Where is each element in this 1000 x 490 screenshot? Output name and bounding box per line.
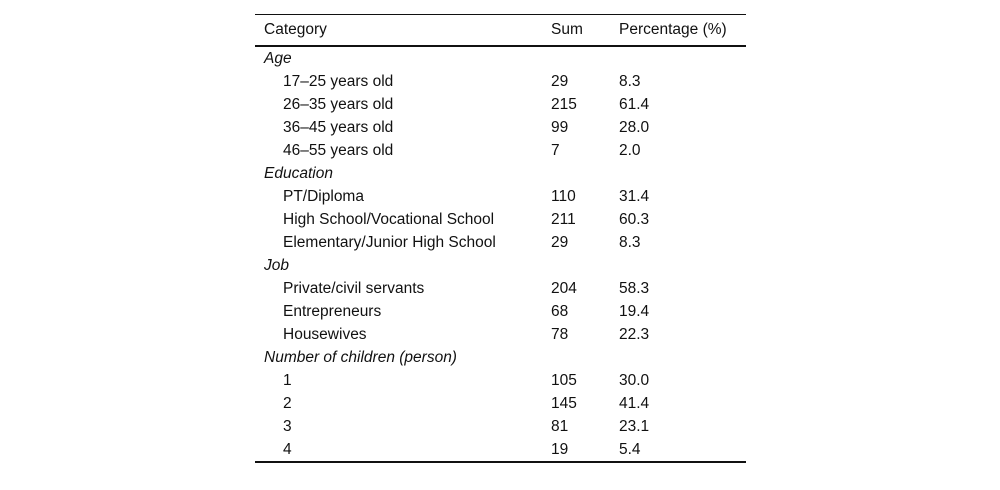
sum-cell: 211 (551, 211, 576, 228)
percentage-cell: 31.4 (619, 188, 650, 205)
section-label: Age (264, 50, 292, 67)
column-header-category: Category (255, 14, 551, 47)
demographics-table-container: Category Sum Percentage (%) Age 17–25 ye… (255, 14, 746, 463)
section-label: Number of children (person) (264, 349, 457, 366)
percentage-cell: 28.0 (619, 119, 650, 136)
percentage-cell (619, 46, 746, 70)
category-cell: High School/Vocational School (283, 211, 495, 228)
category-cell: 17–25 years old (283, 73, 394, 90)
table-row: 3 81 23.1 (255, 415, 746, 438)
demographics-table: Category Sum Percentage (%) Age 17–25 ye… (255, 14, 746, 463)
category-cell: 46–55 years old (283, 142, 394, 159)
table-row: 17–25 years old 29 8.3 (255, 70, 746, 93)
category-cell: 1 (283, 372, 292, 389)
column-header-sum: Sum (551, 14, 619, 47)
percentage-cell: 8.3 (619, 234, 641, 251)
category-cell: 4 (255, 438, 551, 463)
section-label: Job (264, 257, 289, 274)
sum-cell: 215 (551, 96, 577, 113)
section-row-children: Number of children (person) (255, 346, 746, 369)
column-header-percentage: Percentage (%) (619, 14, 746, 47)
section-label: Education (264, 165, 333, 182)
sum-cell: 81 (551, 418, 569, 435)
sum-cell: 110 (551, 188, 576, 205)
section-row-education: Education (255, 162, 746, 185)
sum-cell: 99 (551, 119, 569, 136)
percentage-cell: 30.0 (619, 372, 650, 389)
table-row: Elementary/Junior High School 29 8.3 (255, 231, 746, 254)
percentage-cell: 8.3 (619, 73, 641, 90)
sum-cell: 105 (551, 372, 577, 389)
category-cell: Entrepreneurs (283, 303, 382, 320)
sum-cell: 68 (551, 303, 569, 320)
category-cell: Housewives (283, 326, 367, 343)
sum-cell: 145 (551, 395, 577, 412)
table-row: 36–45 years old 99 28.0 (255, 116, 746, 139)
sum-cell (551, 254, 619, 277)
table-header-row: Category Sum Percentage (%) (255, 14, 746, 47)
section-row-age: Age (255, 46, 746, 70)
sum-cell: 78 (551, 326, 569, 343)
section-row-job: Job (255, 254, 746, 277)
category-cell: 26–35 years old (283, 96, 394, 113)
category-cell: Private/civil servants (283, 280, 425, 297)
category-cell: 2 (283, 395, 292, 412)
percentage-cell: 60.3 (619, 211, 650, 228)
percentage-cell: 23.1 (619, 418, 650, 435)
sum-cell: 204 (551, 280, 577, 297)
percentage-cell: 61.4 (619, 96, 650, 113)
table-row: High School/Vocational School 211 60.3 (255, 208, 746, 231)
table-row: 46–55 years old 7 2.0 (255, 139, 746, 162)
sum-cell: 19 (551, 438, 619, 463)
table-row: Private/civil servants 204 58.3 (255, 277, 746, 300)
table-row: Entrepreneurs 68 19.4 (255, 300, 746, 323)
table-row: 2 145 41.4 (255, 392, 746, 415)
percentage-cell (619, 346, 746, 369)
table-row: PT/Diploma 110 31.4 (255, 185, 746, 208)
sum-cell: 29 (551, 234, 569, 251)
sum-cell: 29 (551, 73, 569, 90)
category-cell: PT/Diploma (283, 188, 364, 205)
category-cell: 36–45 years old (283, 119, 394, 136)
sum-cell (551, 346, 619, 369)
percentage-cell: 41.4 (619, 395, 650, 412)
sum-cell (551, 46, 619, 70)
table-row: 4 19 5.4 (255, 438, 746, 463)
percentage-cell (619, 162, 746, 185)
percentage-cell: 5.4 (619, 438, 746, 463)
percentage-cell: 58.3 (619, 280, 650, 297)
sum-cell (551, 162, 619, 185)
table-row: Housewives 78 22.3 (255, 323, 746, 346)
category-cell: 3 (283, 418, 292, 435)
category-cell: Elementary/Junior High School (283, 234, 496, 251)
percentage-cell: 19.4 (619, 303, 650, 320)
sum-cell: 7 (551, 142, 560, 159)
percentage-cell: 2.0 (619, 142, 641, 159)
table-row: 1 105 30.0 (255, 369, 746, 392)
percentage-cell: 22.3 (619, 326, 650, 343)
percentage-cell (619, 254, 746, 277)
table-row: 26–35 years old 215 61.4 (255, 93, 746, 116)
